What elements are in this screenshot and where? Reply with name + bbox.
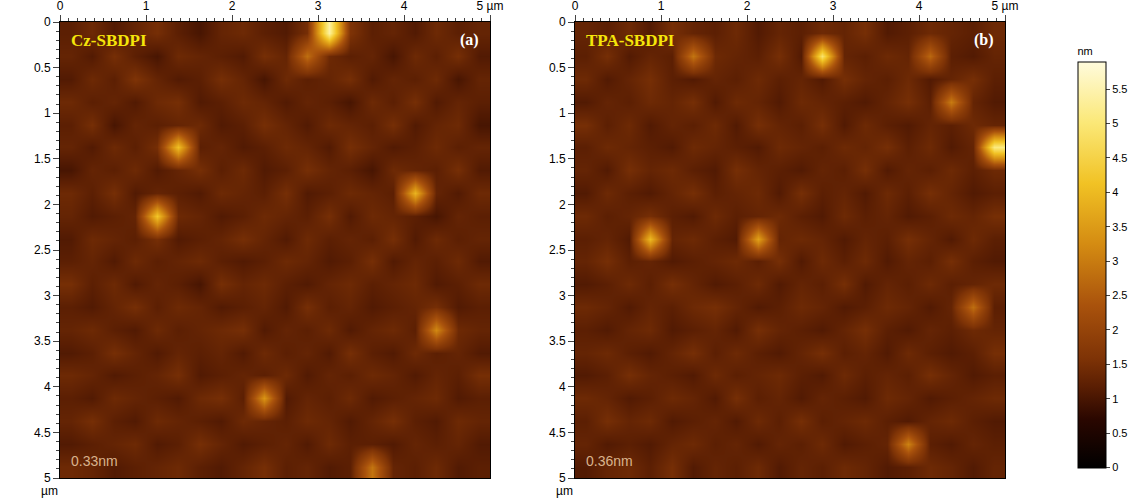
svg-text:5 µm: 5 µm bbox=[992, 0, 1019, 13]
svg-text:4: 4 bbox=[401, 0, 408, 13]
svg-text:TPA-SBDPI: TPA-SBDPI bbox=[586, 31, 675, 50]
svg-text:0.5: 0.5 bbox=[549, 61, 566, 75]
svg-text:5: 5 bbox=[44, 471, 51, 485]
svg-text:1: 1 bbox=[44, 106, 51, 120]
svg-text:4.5: 4.5 bbox=[1112, 152, 1127, 164]
svg-text:2: 2 bbox=[229, 0, 236, 13]
svg-text:3.5: 3.5 bbox=[549, 334, 566, 348]
svg-text:2: 2 bbox=[559, 198, 566, 212]
svg-text:5 µm: 5 µm bbox=[477, 0, 504, 13]
svg-text:2.5: 2.5 bbox=[1112, 289, 1127, 301]
svg-text:0.33nm: 0.33nm bbox=[71, 453, 118, 469]
svg-text:2.5: 2.5 bbox=[549, 243, 566, 257]
svg-text:3.5: 3.5 bbox=[34, 334, 51, 348]
svg-text:4: 4 bbox=[44, 380, 51, 394]
svg-text:(b): (b) bbox=[974, 31, 994, 49]
svg-text:0.5: 0.5 bbox=[1112, 427, 1127, 439]
svg-text:0.5: 0.5 bbox=[34, 61, 51, 75]
svg-text:3: 3 bbox=[315, 0, 322, 13]
svg-text:1: 1 bbox=[1112, 393, 1118, 405]
svg-text:0: 0 bbox=[44, 15, 51, 29]
svg-text:1.5: 1.5 bbox=[34, 152, 51, 166]
svg-text:2: 2 bbox=[1112, 324, 1118, 336]
svg-text:4.5: 4.5 bbox=[34, 426, 51, 440]
svg-text:0: 0 bbox=[57, 0, 64, 13]
svg-text:5: 5 bbox=[559, 471, 566, 485]
svg-text:2: 2 bbox=[744, 0, 751, 13]
svg-text:0: 0 bbox=[572, 0, 579, 13]
svg-text:3: 3 bbox=[44, 289, 51, 303]
svg-text:1: 1 bbox=[143, 0, 150, 13]
svg-text:1.5: 1.5 bbox=[549, 152, 566, 166]
svg-text:2.5: 2.5 bbox=[34, 243, 51, 257]
svg-text:2: 2 bbox=[44, 198, 51, 212]
svg-text:3: 3 bbox=[830, 0, 837, 13]
svg-text:nm: nm bbox=[1078, 45, 1093, 57]
svg-text:3.5: 3.5 bbox=[1112, 221, 1127, 233]
svg-text:5.5: 5.5 bbox=[1112, 83, 1127, 95]
svg-text:1.5: 1.5 bbox=[1112, 358, 1127, 370]
svg-text:1: 1 bbox=[559, 106, 566, 120]
svg-text:4: 4 bbox=[1112, 186, 1118, 198]
svg-text:µm: µm bbox=[41, 484, 58, 498]
svg-text:0: 0 bbox=[1112, 461, 1118, 473]
svg-text:1: 1 bbox=[658, 0, 665, 13]
svg-text:4: 4 bbox=[916, 0, 923, 13]
svg-text:5: 5 bbox=[1112, 117, 1118, 129]
svg-text:4: 4 bbox=[559, 380, 566, 394]
svg-text:0: 0 bbox=[559, 15, 566, 29]
svg-text:3: 3 bbox=[1112, 255, 1118, 267]
svg-text:(a): (a) bbox=[460, 31, 479, 49]
svg-text:µm: µm bbox=[556, 484, 573, 498]
svg-text:0.36nm: 0.36nm bbox=[586, 453, 633, 469]
svg-text:4.5: 4.5 bbox=[549, 426, 566, 440]
svg-text:Cz-SBDPI: Cz-SBDPI bbox=[71, 31, 147, 50]
svg-text:3: 3 bbox=[559, 289, 566, 303]
